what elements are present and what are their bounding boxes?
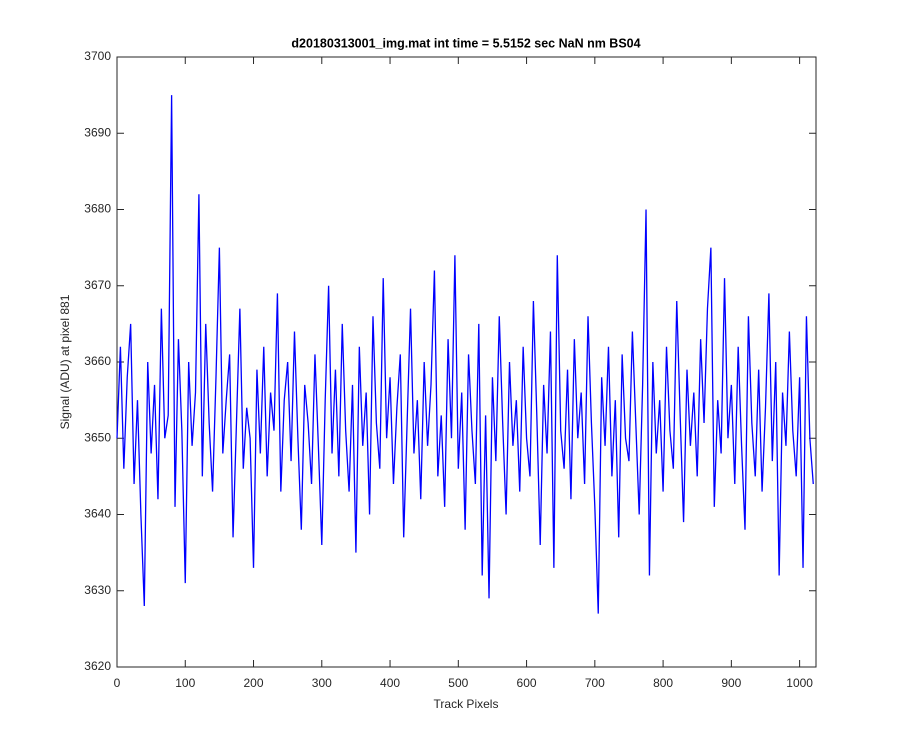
y-tick-label: 3650 xyxy=(84,430,111,444)
y-tick-label: 3670 xyxy=(84,278,111,292)
x-tick-label: 600 xyxy=(517,676,537,690)
data-line xyxy=(116,95,814,614)
x-tick-label: 900 xyxy=(721,676,741,690)
y-tick-label: 3660 xyxy=(84,354,111,368)
x-tick-label: 0 xyxy=(114,676,121,690)
x-tick-label: 800 xyxy=(653,676,673,690)
y-tick-label: 3700 xyxy=(84,49,111,63)
chart-title: d20180313001_img.mat int time = 5.5152 s… xyxy=(291,36,640,50)
x-axis-label: Track Pixels xyxy=(434,697,499,711)
y-tick-label: 3690 xyxy=(84,125,111,139)
x-tick-label: 500 xyxy=(448,676,468,690)
x-tick-label: 700 xyxy=(585,676,605,690)
y-tick-label: 3620 xyxy=(84,659,111,673)
x-tick-label: 200 xyxy=(244,676,264,690)
x-tick-label: 400 xyxy=(380,676,400,690)
y-axis-label: Signal (ADU) at pixel 881 xyxy=(58,294,72,429)
x-tick-label: 100 xyxy=(175,676,195,690)
y-tick-label: 3680 xyxy=(84,202,111,216)
y-tick-label: 3630 xyxy=(84,583,111,597)
x-tick-label: 300 xyxy=(312,676,332,690)
y-tick-label: 3640 xyxy=(84,507,111,521)
x-tick-label: 1000 xyxy=(786,676,813,690)
